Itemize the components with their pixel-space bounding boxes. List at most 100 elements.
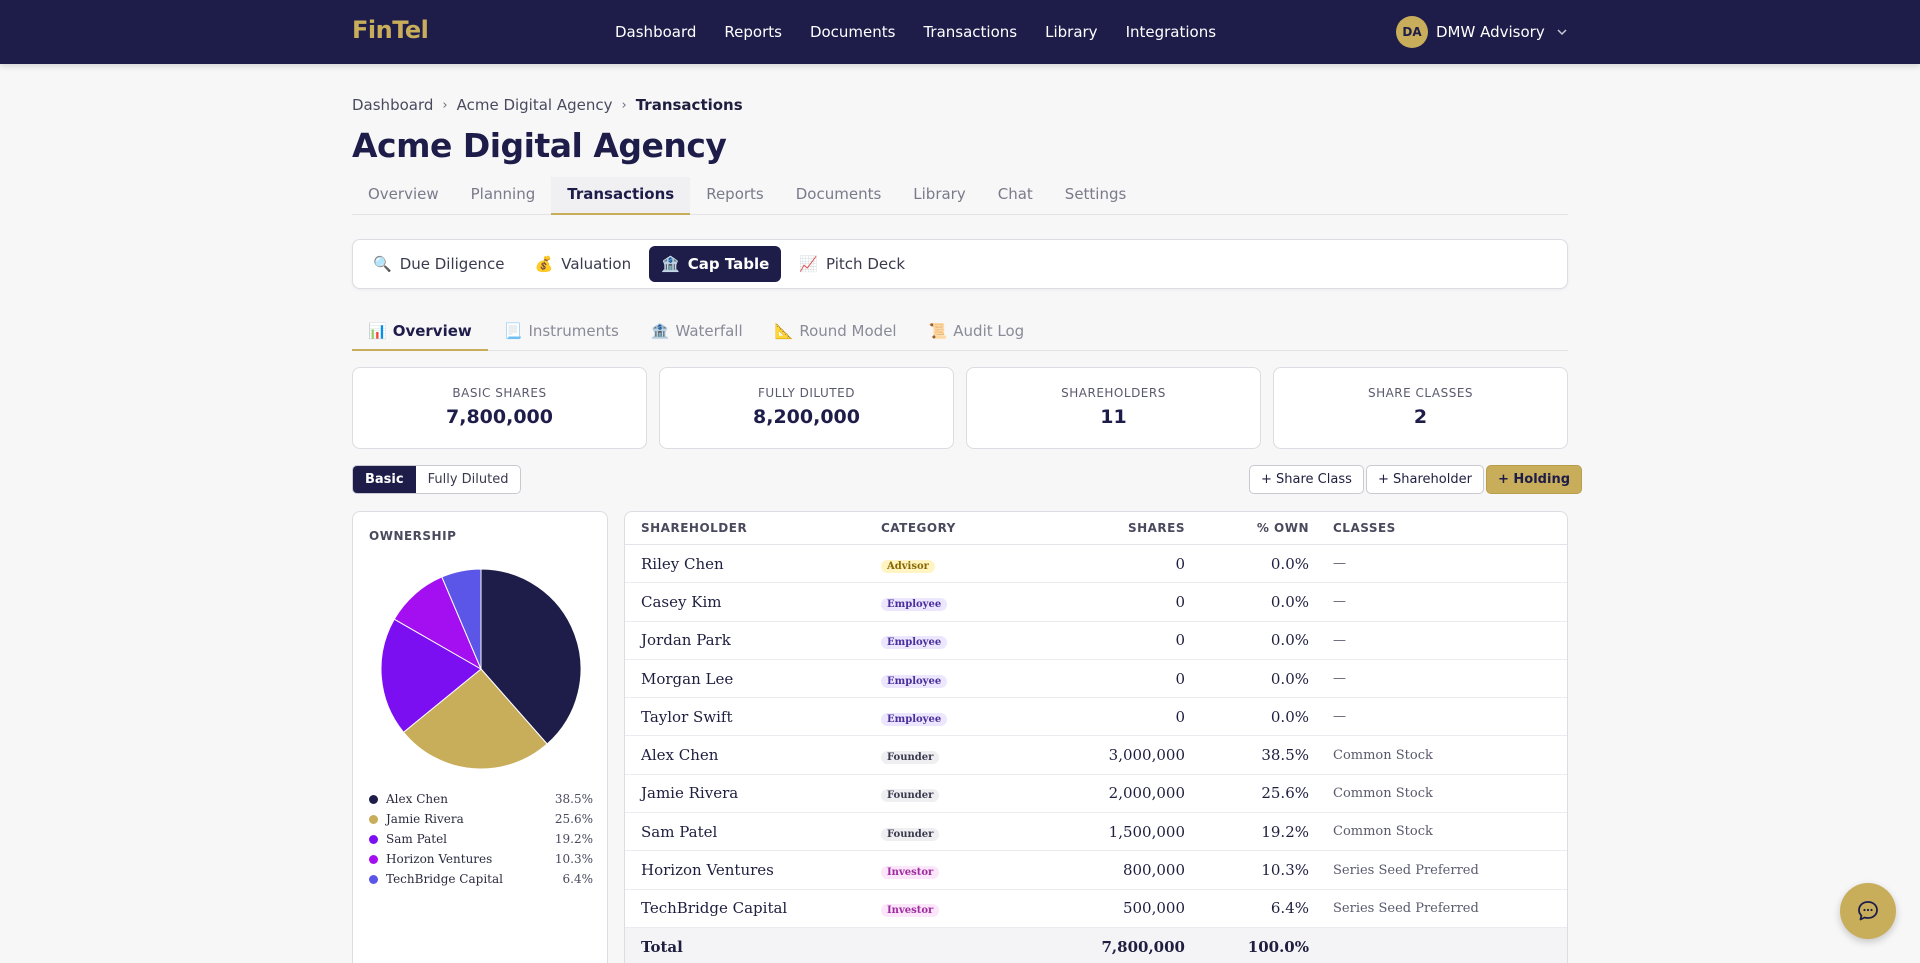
- own-cell: 0.0%: [1270, 669, 1309, 688]
- col-shareholder[interactable]: SHAREHOLDER: [641, 521, 748, 535]
- cap-table-subtabs: 📊 Overview 📃 Instruments 🏦 Waterfall 📐 Round…: [352, 314, 1568, 351]
- stat-value: 2: [1413, 406, 1428, 428]
- tool-cap-table[interactable]: 🏦 Cap Table: [649, 246, 782, 282]
- table-row[interactable]: Casey Kim Employee 0 0.0% —: [625, 583, 1567, 622]
- col-own[interactable]: % OWN: [1256, 521, 1309, 535]
- tool-pitch-deck[interactable]: 📈 Pitch Deck: [787, 246, 917, 282]
- table-row[interactable]: Taylor Swift Employee 0 0.0% —: [625, 698, 1567, 737]
- table-row[interactable]: Jamie Rivera Founder 2,000,000 25.6% Common …: [625, 775, 1567, 814]
- classes-cell: Common Stock: [1333, 747, 1433, 763]
- category-cell: Founder: [881, 746, 1041, 765]
- category-cell: Employee: [881, 631, 1041, 650]
- shares-cell: 500,000: [1122, 899, 1185, 918]
- tab-transactions[interactable]: Transactions: [551, 177, 691, 215]
- tool-due-diligence[interactable]: 🔍 Due Diligence: [361, 246, 517, 282]
- nav-reports[interactable]: Reports: [724, 23, 782, 41]
- category-badge: Employee: [881, 712, 948, 726]
- classes-cell: —: [1333, 709, 1346, 725]
- stat-value: 11: [1100, 406, 1127, 428]
- tab-library[interactable]: Library: [913, 185, 966, 203]
- toggle-fully-diluted[interactable]: Fully Diluted: [427, 472, 509, 487]
- table-row[interactable]: Riley Chen Advisor 0 0.0% —: [625, 545, 1567, 584]
- total-label: Total: [641, 937, 683, 956]
- own-cell: 19.2%: [1261, 822, 1309, 841]
- main-nav: Dashboard Reports Documents Transactions…: [615, 0, 1244, 64]
- category-badge: Advisor: [881, 559, 935, 573]
- stat-value: 7,800,000: [446, 406, 553, 428]
- classes-cell: —: [1333, 556, 1346, 572]
- own-cell: 38.5%: [1261, 746, 1309, 765]
- pie-slice-sam-patel[interactable]: [380, 618, 482, 733]
- breadcrumb-company[interactable]: Acme Digital Agency: [456, 96, 613, 114]
- cap-table: SHAREHOLDER CATEGORY SHARES % OWN CLASSE…: [624, 511, 1568, 963]
- category-cell: Advisor: [881, 555, 1041, 573]
- nav-dashboard[interactable]: Dashboard: [615, 23, 697, 41]
- toggle-basic[interactable]: Basic: [353, 466, 416, 493]
- bank-icon: 🏦: [661, 255, 680, 273]
- chat-button[interactable]: [1840, 883, 1896, 939]
- own-cell: 10.3%: [1261, 861, 1309, 880]
- tab-chat[interactable]: Chat: [997, 185, 1033, 203]
- legend-swatch: [369, 834, 378, 844]
- tab-documents[interactable]: Documents: [795, 185, 882, 203]
- stat-value: 8,200,000: [753, 406, 860, 428]
- subtab-overview[interactable]: 📊 Overview: [352, 314, 488, 351]
- bank-icon: 🏦: [650, 322, 670, 340]
- classes-cell: Series Seed Preferred: [1333, 900, 1479, 916]
- tab-reports[interactable]: Reports: [706, 185, 764, 203]
- nav-integrations[interactable]: Integrations: [1125, 23, 1217, 41]
- stat-shareholders: SHAREHOLDERS 11: [966, 367, 1261, 449]
- classes-cell: —: [1333, 671, 1346, 687]
- pie-slice-alex-chen[interactable]: [480, 568, 582, 745]
- nav-transactions[interactable]: Transactions: [923, 23, 1018, 41]
- subtab-instruments[interactable]: 📃 Instruments: [488, 314, 635, 351]
- col-classes[interactable]: CLASSES: [1333, 521, 1396, 535]
- page-title: Acme Digital Agency: [352, 126, 727, 165]
- col-shares[interactable]: SHARES: [1127, 521, 1185, 535]
- category-badge: Investor: [881, 904, 940, 918]
- table-row[interactable]: Morgan Lee Employee 0 0.0% —: [625, 660, 1567, 699]
- table-total-row: Total 7,800,000 100.0%: [625, 927, 1567, 963]
- fintel-logo[interactable]: FinTel: [352, 16, 429, 44]
- subtab-waterfall[interactable]: 🏦 Waterfall: [635, 314, 759, 351]
- document-icon: 📃: [503, 322, 523, 340]
- shares-cell: 2,000,000: [1108, 784, 1185, 803]
- category-badge: Employee: [881, 636, 948, 650]
- tab-overview[interactable]: Overview: [368, 185, 439, 203]
- nav-library[interactable]: Library: [1045, 23, 1098, 41]
- subtab-round-model[interactable]: 📐 Round Model: [759, 314, 913, 351]
- table-row[interactable]: TechBridge Capital Investor 500,000 6.4% Ser…: [625, 890, 1567, 928]
- legend-swatch: [369, 794, 378, 804]
- table-row[interactable]: Alex Chen Founder 3,000,000 38.5% Common Sto…: [625, 736, 1567, 775]
- shares-cell: 0: [1175, 631, 1185, 650]
- tool-label: Pitch Deck: [826, 255, 906, 273]
- dilution-toggle: Basic Fully Diluted: [352, 465, 522, 494]
- col-category[interactable]: CATEGORY: [881, 521, 956, 535]
- classes-cell: Common Stock: [1333, 785, 1433, 801]
- category-cell: Investor: [881, 861, 1041, 880]
- tool-valuation[interactable]: 💰 Valuation: [523, 246, 644, 282]
- add-holding-button[interactable]: + Holding: [1486, 465, 1583, 494]
- table-row[interactable]: Horizon Ventures Investor 800,000 10.3% Seri…: [625, 851, 1567, 890]
- tab-planning[interactable]: Planning: [470, 185, 536, 203]
- breadcrumb-dashboard[interactable]: Dashboard: [352, 96, 434, 114]
- subtab-audit-log[interactable]: 📜 Audit Log: [913, 314, 1041, 351]
- subtab-label: Audit Log: [953, 322, 1025, 340]
- tab-settings[interactable]: Settings: [1064, 185, 1127, 203]
- nav-documents[interactable]: Documents: [809, 23, 896, 41]
- category-cell: Employee: [881, 593, 1041, 611]
- account-menu[interactable]: DA DMW Advisory: [1396, 16, 1569, 48]
- table-row[interactable]: Sam Patel Founder 1,500,000 19.2% Common Sto…: [625, 813, 1567, 852]
- stat-fully-diluted: FULLY DILUTED 8,200,000: [659, 367, 954, 449]
- pie-slice-jamie-rivera[interactable]: [402, 668, 548, 770]
- ownership-legend: Alex Chen 38.5% Jamie Rivera 25.6% Sam Patel…: [369, 789, 593, 889]
- top-navbar: FinTel Dashboard Reports Documents Trans…: [0, 0, 1920, 64]
- add-share-class-button[interactable]: + Share Class: [1249, 465, 1364, 494]
- table-row[interactable]: Jordan Park Employee 0 0.0% —: [625, 622, 1567, 660]
- tool-label: Valuation: [561, 255, 632, 273]
- category-cell: Employee: [881, 670, 1041, 688]
- category-cell: Founder: [881, 784, 1041, 803]
- stat-label: SHAREHOLDERS: [1061, 386, 1166, 400]
- pie-slice-techbridge-capital[interactable]: [441, 568, 482, 670]
- add-shareholder-button[interactable]: + Shareholder: [1366, 465, 1484, 494]
